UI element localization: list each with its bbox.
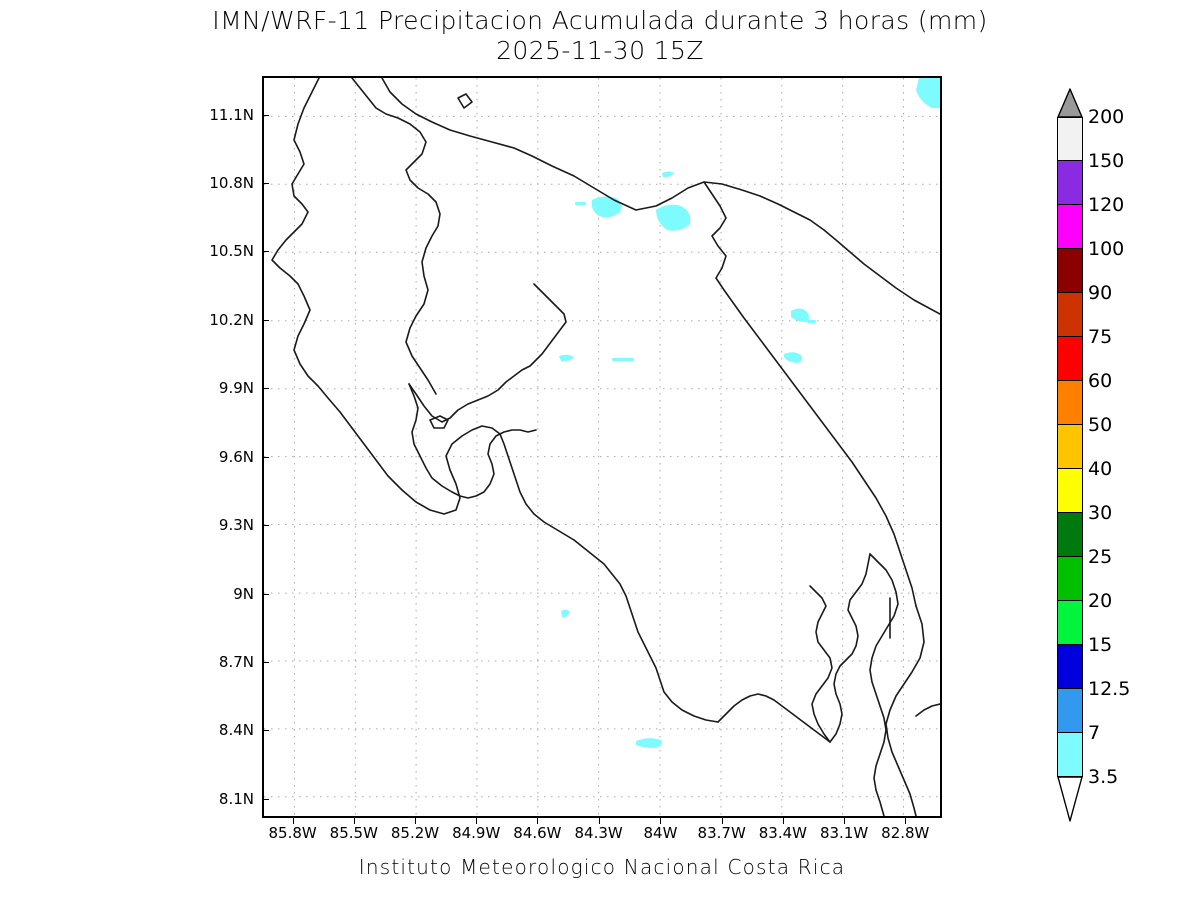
y-axis-tick-label: 8.7N [218, 653, 254, 672]
x-axis-tick-mark [537, 818, 539, 824]
colorbar-band [1057, 513, 1083, 557]
colorbar-band [1057, 733, 1083, 777]
x-axis-tick-mark [905, 818, 907, 824]
x-axis-tick-label: 83.4W [758, 824, 807, 842]
y-axis-tick-label: 10.5N [209, 242, 254, 261]
y-axis-tick-mark [262, 593, 269, 595]
x-axis-tick-label: 84.3W [574, 824, 623, 842]
footer-attribution: Instituto Meteorologico Nacional Costa R… [358, 855, 846, 879]
colorbar-tick-label: 100 [1088, 238, 1125, 260]
x-axis-tick-mark [782, 818, 784, 824]
y-axis-tick-label: 8.4N [218, 721, 254, 740]
map-svg [264, 78, 940, 816]
x-axis-tick-label: 85.2W [390, 824, 440, 842]
y-axis-tick-label: 10.8N [209, 173, 254, 192]
colorbar-overflow-arrow-top [1057, 88, 1083, 118]
x-axis-tick-label: 84W [643, 824, 678, 842]
y-axis-tick-mark [262, 524, 269, 526]
colorbar-band [1057, 469, 1083, 513]
colorbar-band [1057, 293, 1083, 337]
y-axis-tick-label: 8.1N [218, 789, 254, 808]
x-axis-tick-label: 83.1W [819, 824, 869, 842]
colorbar-band [1057, 205, 1083, 249]
chart-title-block: IMN/WRF-11 Precipitacion Acumulada duran… [0, 6, 1200, 66]
x-axis-tick-label: 85.5W [329, 824, 378, 842]
y-axis-tick-mark [262, 114, 269, 116]
x-axis-tick-mark [598, 818, 600, 824]
map-gridlines [264, 78, 940, 816]
x-axis-tick-mark [844, 818, 846, 824]
colorbar-tick-label: 20 [1088, 590, 1113, 612]
colorbar-band [1057, 601, 1083, 645]
colorbar-tick-label: 30 [1088, 502, 1113, 524]
x-axis-labels: 85.8W 85.5W 85.2W 84.9W 84.6W 84.3W 84W 83.7W 83… [262, 824, 942, 848]
x-axis-tick-label: 83.7W [697, 824, 746, 842]
colorbar-legend[interactable]: 200 150 120 100 90 75 60 50 40 30 25 20 15 12.5 7 3.5 [1050, 88, 1190, 828]
colorbar-tick-label: 40 [1088, 458, 1113, 480]
y-axis-tick-label: 10.2N [209, 311, 254, 330]
colorbar-band [1057, 337, 1083, 381]
y-axis-tick-mark [262, 798, 269, 800]
y-axis-tick-mark [262, 388, 269, 390]
colorbar-tick-label: 7 [1088, 722, 1101, 744]
chart-title: IMN/WRF-11 Precipitacion Acumulada duran… [212, 6, 988, 35]
x-axis-tick-mark [476, 818, 478, 824]
y-axis-tick-label: 9.6N [218, 447, 254, 466]
colorbar-tick-label: 90 [1088, 282, 1113, 304]
colorbar-band [1057, 381, 1083, 425]
y-axis-tick-label: 9.9N [218, 379, 254, 398]
y-axis-tick-mark [262, 182, 269, 184]
map-plot-area[interactable] [262, 76, 942, 818]
y-axis-tick-mark [262, 320, 269, 322]
colorbar-tick-label: 75 [1088, 326, 1113, 348]
colorbar-band [1057, 249, 1083, 293]
x-axis-tick-mark [660, 818, 662, 824]
y-axis-tick-label: 9.3N [218, 515, 254, 534]
y-axis-tick-mark [262, 456, 269, 458]
colorbar-tick-label: 3.5 [1088, 766, 1119, 788]
x-axis-tick-label: 84.6W [513, 824, 562, 842]
colorbar-tick-label: 12.5 [1088, 678, 1131, 700]
y-axis-tick-label: 9N [233, 584, 254, 603]
colorbar-tick-label: 15 [1088, 634, 1113, 656]
colorbar-tick-label: 50 [1088, 414, 1113, 436]
colorbar-tick-label: 25 [1088, 546, 1113, 568]
y-axis-tick-mark [262, 730, 269, 732]
colorbar-tick-label: 60 [1088, 370, 1113, 392]
precipitation-shading [559, 78, 940, 748]
chart-subtitle: 2025-11-30 15Z [496, 36, 704, 65]
colorbar-tick-label: 120 [1088, 194, 1125, 216]
x-axis-tick-label: 82.8W [881, 824, 930, 842]
colorbar-band [1057, 689, 1083, 733]
colorbar-band [1057, 645, 1083, 689]
colorbar-overflow-arrow-bottom [1057, 776, 1083, 822]
colorbar-band [1057, 425, 1083, 469]
y-axis-tick-label: 11.1N [209, 105, 254, 124]
x-axis-tick-mark [292, 818, 294, 824]
y-axis-tick-mark [262, 662, 269, 664]
colorbar-band [1057, 117, 1083, 161]
x-axis-tick-label: 85.8W [268, 824, 317, 842]
y-axis-labels: 11.1N 10.8N 10.5N 10.2N 9.9N 9.6N 9.3N 9N 8.7N 8.… [180, 76, 254, 818]
x-axis-tick-mark [415, 818, 416, 824]
colorbar-tick-label: 150 [1088, 150, 1125, 172]
coastline-paths [271, 78, 940, 816]
colorbar-band [1057, 161, 1083, 205]
x-axis-tick-label: 84.9W [452, 824, 501, 842]
colorbar-bands [1057, 117, 1083, 777]
x-axis-tick-mark [721, 818, 723, 824]
colorbar-band [1057, 557, 1083, 601]
x-axis-tick-mark [353, 818, 355, 824]
colorbar-tick-label: 200 [1088, 106, 1125, 128]
y-axis-tick-mark [262, 251, 269, 253]
